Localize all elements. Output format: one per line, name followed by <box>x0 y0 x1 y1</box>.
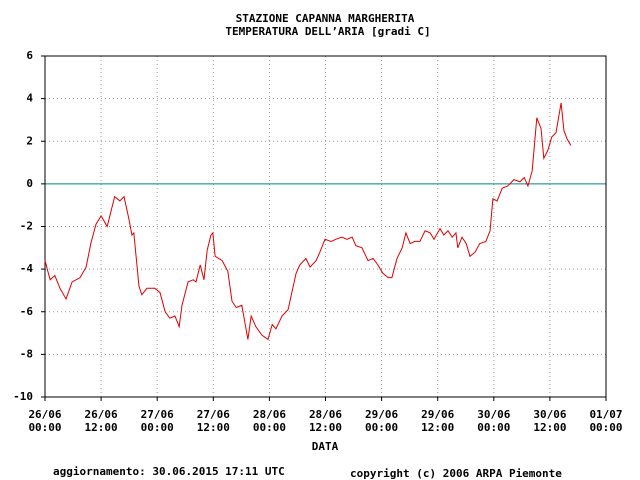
plot-frame <box>44 55 607 398</box>
y-tick-label: -2 <box>20 220 33 233</box>
x-tick-label: 30/06 <box>533 408 566 421</box>
y-tick-label: 2 <box>26 134 33 147</box>
update-note: aggiornamento: 30.06.2015 17:11 UTC <box>53 465 285 478</box>
x-tick-label: 00:00 <box>589 421 622 434</box>
x-tick-label: 12:00 <box>309 421 342 434</box>
x-tick-label: 00:00 <box>365 421 398 434</box>
y-tick-label: -10 <box>13 390 33 403</box>
x-tick-label: 30/06 <box>477 408 510 421</box>
chart-subtitle: TEMPERATURA DELL’ARIA [gradi C] <box>225 25 430 38</box>
y-tick-label: 4 <box>26 92 33 105</box>
x-tick-label: 28/06 <box>309 408 342 421</box>
y-tick-label: 6 <box>26 49 33 62</box>
x-tick-label: 00:00 <box>141 421 174 434</box>
y-tick-label: -6 <box>20 305 34 318</box>
x-tick-label: 27/06 <box>141 408 174 421</box>
x-tick-label: 29/06 <box>365 408 398 421</box>
x-tick-label: 00:00 <box>253 421 286 434</box>
x-tick-label: 12:00 <box>421 421 454 434</box>
temperature-line <box>44 102 572 341</box>
x-tick-label: 28/06 <box>253 408 286 421</box>
y-tick-label: -4 <box>20 262 34 275</box>
x-tick-label: 01/07 <box>589 408 622 421</box>
x-tick-label: 12:00 <box>85 421 118 434</box>
x-tick-label: 00:00 <box>477 421 510 434</box>
y-tick-label: 0 <box>26 177 33 190</box>
x-tick-label: 26/06 <box>28 408 61 421</box>
x-tick-label: 27/06 <box>197 408 230 421</box>
x-tick-label: 29/06 <box>421 408 454 421</box>
x-tick-label: 00:00 <box>28 421 61 434</box>
chart-title: STAZIONE CAPANNA MARGHERITA <box>236 12 415 25</box>
y-tick-label: -8 <box>20 347 33 360</box>
x-axis-label: DATA <box>312 440 339 453</box>
copyright: copyright (c) 2006 ARPA Piemonte <box>350 467 562 480</box>
x-tick-label: 12:00 <box>197 421 230 434</box>
x-tick-label: 12:00 <box>533 421 566 434</box>
x-tick-label: 26/06 <box>85 408 118 421</box>
